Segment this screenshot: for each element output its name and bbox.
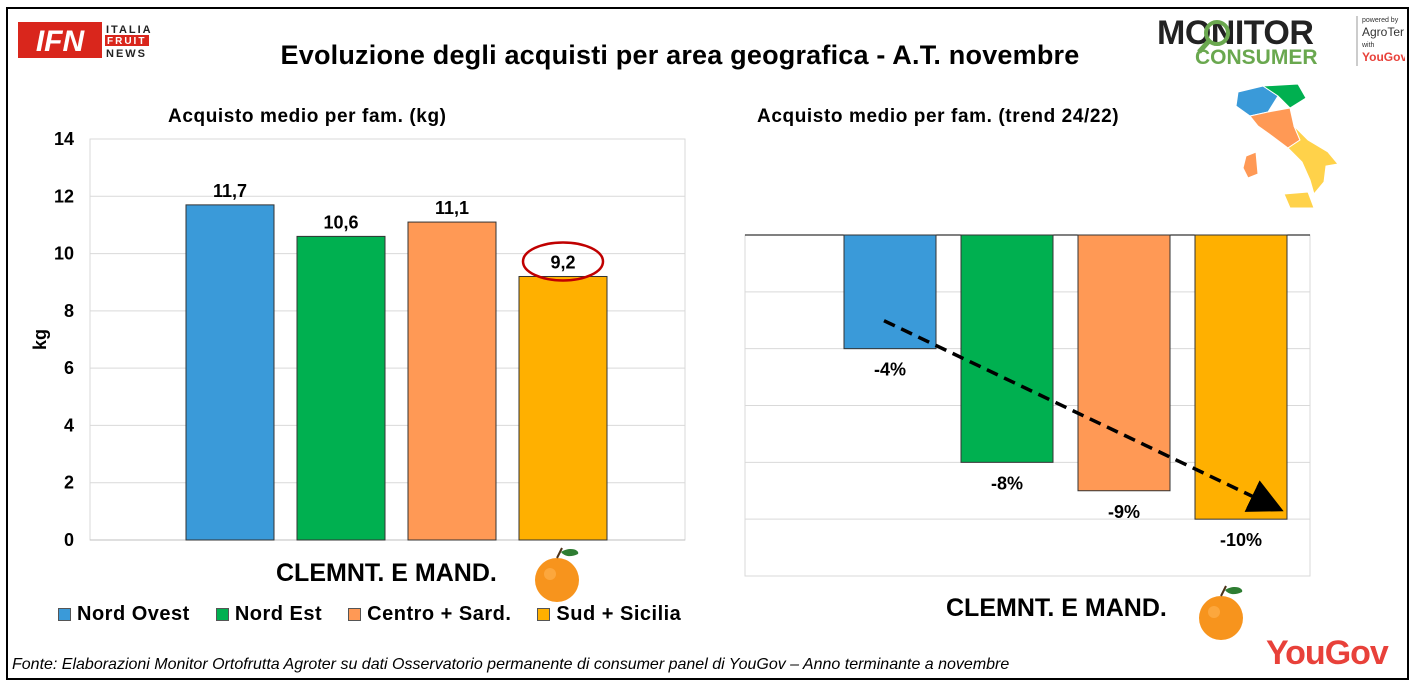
legend-item-sud-sicilia: Sud + Sicilia [537,603,681,626]
data-label: -10% [1220,530,1262,550]
svg-text:MONITOR: MONITOR [1157,14,1313,52]
bar-centro-sard- [1077,234,1171,492]
mandarin-icon [535,547,579,602]
y-tick-label: 6 [64,358,74,378]
y-tick-label: 0 [64,530,74,550]
data-label: 10,6 [323,212,358,232]
svg-text:with: with [1361,42,1375,49]
bar-nord-ovest [185,204,275,541]
bar-sud-sicilia [1194,234,1288,520]
legend-swatch [348,608,362,621]
legend-item-nord-est: Nord Est [215,603,323,626]
svg-text:AgroTer: AgroTer [1362,25,1404,39]
y-tick-label: 14 [54,130,74,149]
svg-text:powered by: powered by [1362,17,1399,24]
y-tick-label: 12 [54,186,74,206]
legend-label: Nord Ovest [77,603,190,625]
data-label: -9% [1108,502,1140,522]
yougov-logo: YouGov [1266,634,1389,672]
legend-item-centro-sard: Centro + Sard. [348,603,511,626]
data-label: -8% [991,473,1023,493]
bar-nord-est [296,235,386,541]
legend-swatch [58,608,71,621]
right-chart-title: Acquisto medio per fam. (trend 24/22) [757,106,1120,127]
ifn-logo: IFN ITALIA FRUIT NEWS [18,22,153,60]
legend-item-nord-ovest: Nord Ovest [58,603,190,626]
svg-text:FRUIT: FRUIT [107,36,146,47]
left-bar-chart: 0 2 4 6 8 10 12 14 kg 11,7 10,6 11,1 9,2 [30,130,686,550]
italy-map-icon [1235,83,1339,209]
highlight-circle [521,241,605,282]
data-label: 9,2 [550,252,575,272]
bar-nord-ovest [843,234,937,350]
y-tick-label: 2 [64,473,74,493]
trend-arrow [883,319,1284,512]
magnifier-icon [1204,20,1230,46]
legend-label: Centro + Sard. [367,603,512,625]
source-note: Fonte: Elaborazioni Monitor Ortofrutta A… [12,656,1010,673]
legend-label: Nord Est [234,603,323,625]
data-label: 11,1 [435,198,469,218]
svg-text:CONSUMER: CONSUMER [1195,46,1318,69]
legend-label: Sud + Sicilia [556,603,682,625]
monitor-consumer-logo: MONITOR CONSUMER powered by AgroTer with… [1157,14,1405,69]
data-label: -4% [874,360,906,380]
left-chart-title: Acquisto medio per fam. (kg) [168,106,447,127]
svg-text:NEWS: NEWS [106,48,147,60]
legend-swatch [215,608,229,621]
y-tick-label: 8 [64,301,74,321]
svg-text:YouGov: YouGov [1362,50,1405,64]
y-axis-label: kg [30,329,50,350]
left-product-label: CLEMNT. E MAND. [276,559,497,587]
bar-nord-est [960,234,1054,463]
svg-text:IFN: IFN [36,25,86,58]
right-product-label: CLEMNT. E MAND. [946,594,1167,622]
y-tick-label: 10 [54,244,74,264]
y-tick-label: 4 [64,415,74,435]
data-label: 11,7 [213,181,247,201]
svg-text:ITALIA: ITALIA [106,24,153,36]
bar-centro-sard- [407,221,497,541]
page-title: Evoluzione degli acquisti per area geogr… [280,40,1080,70]
chart-frame [6,7,1409,680]
right-bar-chart: -4% -8% -9% -10% [744,234,1311,577]
mandarin-icon [1199,585,1243,640]
chart-legend: Nord Ovest Nord Est Centro + Sard. Sud +… [58,603,681,626]
bar-sud-sicilia [518,275,608,541]
legend-swatch [537,608,551,621]
